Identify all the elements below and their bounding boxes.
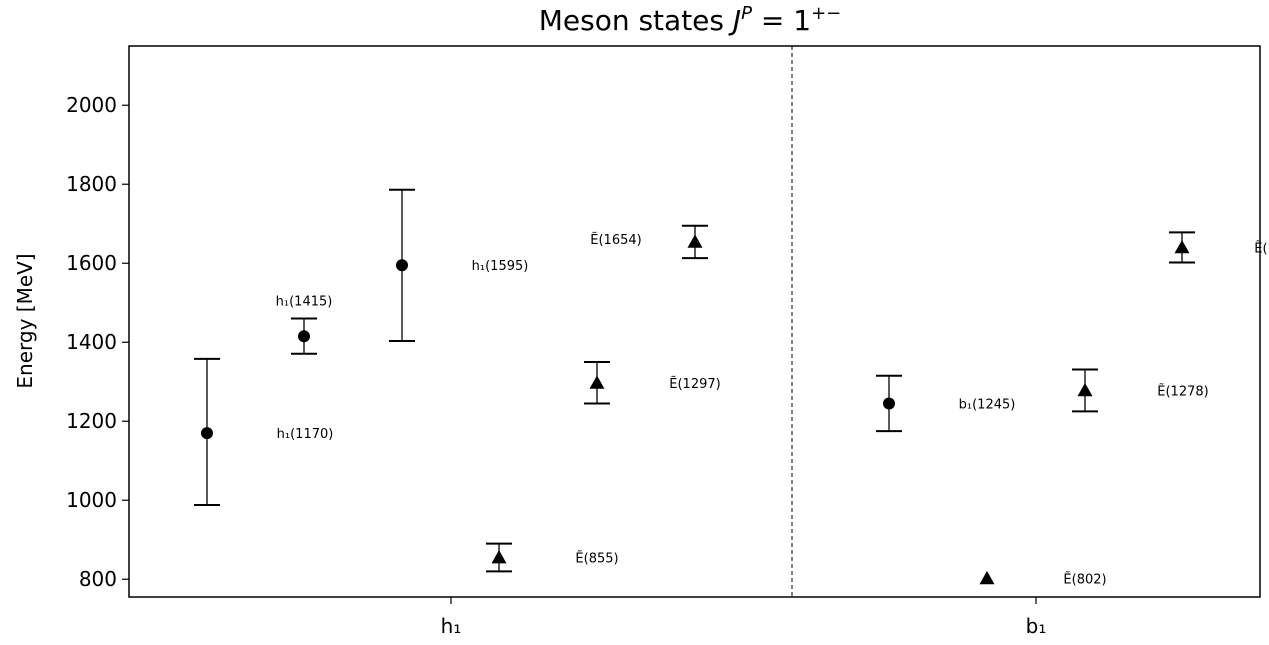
circle-marker — [298, 330, 310, 342]
triangle-marker — [980, 571, 995, 584]
y-tick-label: 1200 — [66, 409, 117, 433]
point-annotations: h₁(1170) h₁(1415) h₁(1595) Ẽ(855) Ẽ(1297) Ẽ(1… — [276, 232, 1269, 588]
data-point — [682, 226, 708, 258]
y-tick-label: 800 — [79, 567, 117, 591]
data-point — [1072, 369, 1098, 411]
circle-marker — [396, 259, 408, 271]
y-tick-label: 1800 — [66, 172, 117, 196]
point-label: h₁(1415) — [276, 294, 333, 309]
point-label: Ẽ(1297) — [669, 376, 720, 392]
point-label: b₁(1245) — [959, 397, 1016, 412]
triangle-marker — [688, 234, 703, 247]
plot-frame — [129, 46, 1260, 597]
point-label: h₁(1170) — [277, 427, 334, 442]
x-axis: h₁ b₁ — [441, 597, 1047, 638]
data-point — [194, 359, 220, 505]
y-tick-label: 1600 — [66, 251, 117, 275]
data-point — [876, 376, 902, 431]
triangle-marker — [1078, 383, 1093, 396]
data-point — [980, 571, 995, 584]
triangle-marker — [492, 550, 507, 563]
chart-title-prefix: Meson states — [539, 4, 733, 37]
point-label: Ẽ(855) — [575, 551, 618, 567]
data-point — [486, 544, 512, 572]
point-label: Ẽ(1654) — [590, 232, 641, 248]
x-tick-label: b₁ — [1026, 614, 1047, 638]
y-axis-label: Energy [MeV] — [13, 253, 37, 388]
y-tick-label: 1000 — [66, 488, 117, 512]
data-point — [291, 319, 317, 354]
point-label: Ẽ(802) — [1063, 571, 1106, 587]
x-tick-label: h₁ — [441, 614, 462, 638]
point-label: h₁(1595) — [472, 259, 529, 274]
chart-title: Meson states JP = 1+− — [539, 3, 842, 37]
circle-marker — [201, 427, 213, 439]
point-label: Ẽ(1278) — [1157, 383, 1208, 399]
triangle-marker — [1175, 240, 1190, 253]
triangle-marker — [590, 375, 605, 388]
data-point — [584, 362, 610, 403]
y-tick-label: 1400 — [66, 330, 117, 354]
point-label: Ẽ(1640) — [1254, 240, 1269, 256]
data-point — [1169, 232, 1195, 262]
circle-marker — [883, 397, 895, 409]
y-tick-label: 2000 — [66, 93, 117, 117]
y-axis: 800 1000 1200 1400 1600 1800 2000 — [66, 93, 129, 591]
data-point — [389, 190, 415, 341]
